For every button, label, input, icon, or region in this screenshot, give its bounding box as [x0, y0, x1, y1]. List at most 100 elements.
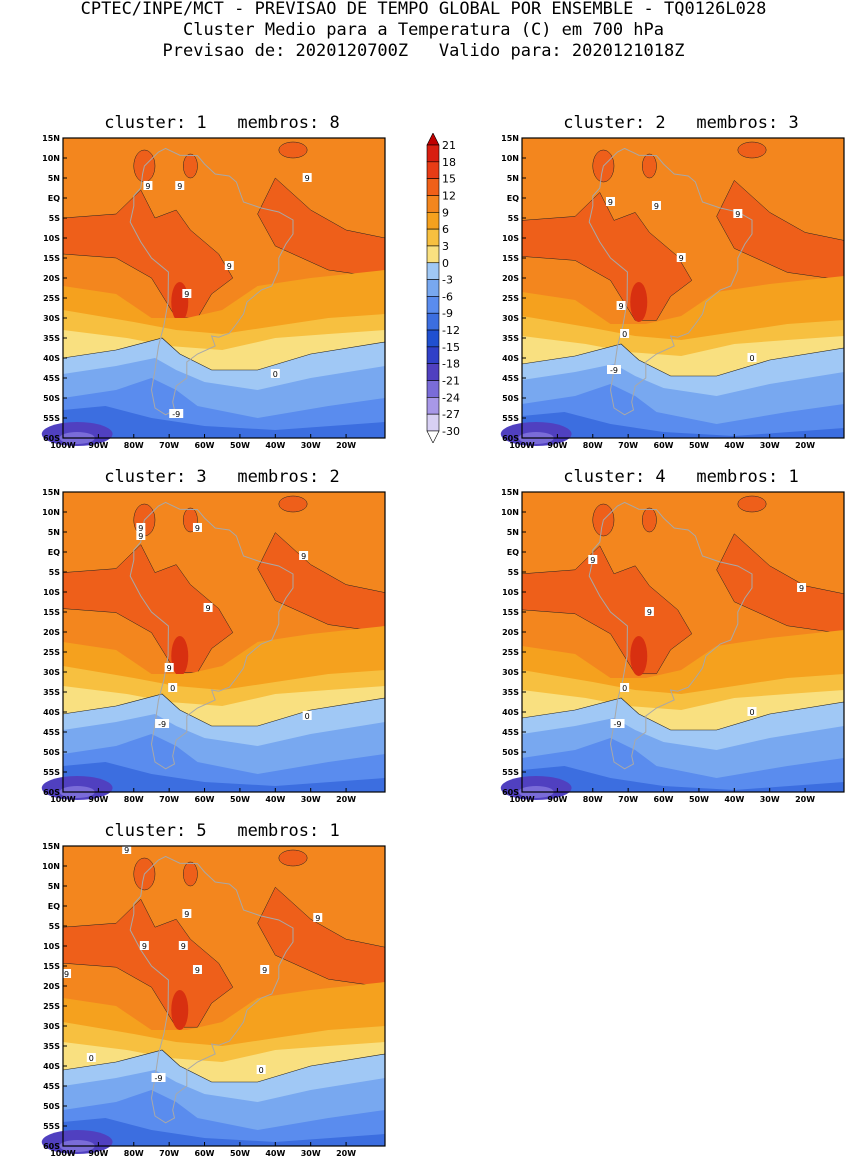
lon-tick-label: 90W — [88, 1149, 108, 1157]
legend-swatch — [426, 363, 440, 381]
map-svg: 15N 10N 5N EQ 5S 10S 15S 20S 25S 30S 35S 40S 45S 50S 5… — [41, 842, 386, 1157]
legend-level-label: -30 — [442, 425, 460, 438]
contour-label: 9 — [138, 524, 143, 533]
contour-label: -9 — [614, 720, 622, 729]
legend-swatch — [426, 329, 440, 348]
lon-tick-label: 80W — [124, 441, 144, 450]
lat-tick-label: 50S — [43, 394, 60, 403]
lat-tick-label: 35S — [502, 334, 519, 343]
contour-label: -9 — [172, 410, 180, 419]
legend-level-label: -15 — [442, 341, 460, 354]
contour-label: 0 — [622, 684, 627, 693]
header-line-3: Previsao de: 2020120700Z Valido para: 20… — [162, 41, 685, 61]
lat-tick-label: 35S — [43, 334, 60, 343]
contour-label: 9 — [177, 182, 182, 191]
contour-label: 0 — [259, 1066, 264, 1075]
lon-tick-label: 40W — [724, 441, 744, 450]
lon-tick-label: 30W — [760, 795, 780, 804]
legend-level-label: 9 — [442, 206, 449, 219]
lon-tick-label: 20W — [795, 795, 815, 804]
legend-level-label: 6 — [442, 223, 449, 236]
contour-label: 9 — [195, 524, 200, 533]
legend-swatch — [426, 195, 440, 213]
lon-tick-label: 50W — [689, 441, 709, 450]
lon-tick-label: 30W — [301, 441, 321, 450]
lat-tick-label: 60S — [502, 434, 519, 443]
contour-label: 9 — [735, 210, 740, 219]
lat-tick-label: 30S — [502, 314, 519, 323]
lat-tick-label: 45S — [43, 728, 60, 737]
panel-title-cluster-1: cluster: 1 membros: 8 — [104, 113, 340, 133]
contour-label: 9 — [167, 664, 172, 673]
lat-tick-label: 50S — [43, 748, 60, 757]
contour-label: 9 — [184, 290, 189, 299]
coastline — [588, 501, 753, 770]
lat-tick-label: EQ — [48, 902, 60, 911]
lat-tick-label: EQ — [507, 194, 519, 203]
lat-tick-label: 20S — [502, 274, 519, 283]
lon-tick-label: 80W — [583, 795, 603, 804]
lon-tick-label: 90W — [547, 795, 567, 804]
legend-level-label: -18 — [442, 358, 460, 371]
lon-tick-label: 70W — [159, 795, 179, 804]
color-legend: 21 18 15 12 9 6 3 0 -3 -6 -9 -12 -15 -18 -21 -24 -27 -30 — [424, 133, 474, 443]
legend-level-label: -27 — [442, 408, 460, 421]
legend-level-label: -21 — [442, 375, 460, 388]
contour-label: 9 — [206, 604, 211, 613]
contour-label: 9 — [138, 532, 143, 541]
lat-tick-label: 55S — [502, 768, 519, 777]
lat-tick-label: 15N — [42, 842, 60, 851]
map-svg: 15N 10N 5N EQ 5S 10S 15S 20S 25S 30S 35S 40S 45S 50S 5… — [500, 134, 845, 450]
lat-tick-label: 10S — [43, 234, 60, 243]
legend-level-label: 12 — [442, 189, 456, 202]
lat-tick-label: 15S — [43, 608, 60, 617]
lat-tick-label: 10S — [502, 234, 519, 243]
lat-tick-label: 25S — [43, 294, 60, 303]
lat-tick-label: 5S — [49, 214, 61, 223]
map-svg: 15N 10N 5N EQ 5S 10S 15S 20S 25S 30S 35S 40S 45S 50S 5… — [500, 488, 845, 804]
lon-tick-label: 90W — [88, 795, 108, 804]
lat-tick-label: 20S — [502, 628, 519, 637]
lon-tick-label: 90W — [88, 441, 108, 450]
contour-label: 9 — [608, 198, 613, 207]
lat-tick-label: EQ — [507, 548, 519, 557]
lat-tick-label: 5N — [48, 528, 60, 537]
lat-tick-label: 25S — [502, 648, 519, 657]
contour-label: 9 — [654, 202, 659, 211]
lon-tick-label: 40W — [265, 1149, 285, 1157]
contour-label: 0 — [89, 1054, 94, 1063]
lat-tick-label: 30S — [43, 668, 60, 677]
lon-tick-label: 20W — [336, 441, 356, 450]
map-panel-cluster-4: 15N 10N 5N EQ 5S 10S 15S 20S 25S 30S 35S 40S 45S 50S 5… — [500, 488, 845, 804]
contour-label: 0 — [622, 330, 627, 339]
lon-tick-label: 100W — [50, 795, 76, 804]
legend-swatch — [426, 380, 440, 398]
lon-tick-label: 70W — [159, 1149, 179, 1157]
lat-tick-label: 60S — [43, 434, 60, 443]
contour-label: 9 — [227, 262, 232, 271]
lat-tick-label: 30S — [43, 314, 60, 323]
contour-label: 9 — [305, 174, 310, 183]
lat-tick-label: 40S — [43, 1062, 60, 1071]
legend-swatch — [426, 133, 440, 146]
map-svg: 15N 10N 5N EQ 5S 10S 15S 20S 25S 30S 35S 40S 45S 50S 5… — [41, 134, 386, 450]
lat-tick-label: 55S — [43, 768, 60, 777]
lat-tick-label: 10N — [42, 862, 60, 871]
coastline — [129, 855, 294, 1124]
lat-tick-label: 30S — [502, 668, 519, 677]
legend-swatch — [426, 346, 440, 365]
lon-tick-label: 30W — [760, 441, 780, 450]
contour-label: 9 — [145, 182, 150, 191]
lon-tick-label: 60W — [654, 441, 674, 450]
lon-tick-label: 70W — [618, 795, 638, 804]
contour-label: 9 — [647, 608, 652, 617]
header-line-2: Cluster Medio para a Temperatura (C) em … — [182, 20, 665, 40]
lon-tick-label: 50W — [230, 441, 250, 450]
lat-tick-label: 10S — [502, 588, 519, 597]
lat-tick-label: 15S — [43, 254, 60, 263]
lon-tick-label: 20W — [795, 441, 815, 450]
legend-level-label: 21 — [442, 139, 456, 152]
lat-tick-label: 35S — [43, 1042, 60, 1051]
contour-label: 9 — [64, 970, 69, 979]
lat-tick-label: 5S — [49, 568, 61, 577]
